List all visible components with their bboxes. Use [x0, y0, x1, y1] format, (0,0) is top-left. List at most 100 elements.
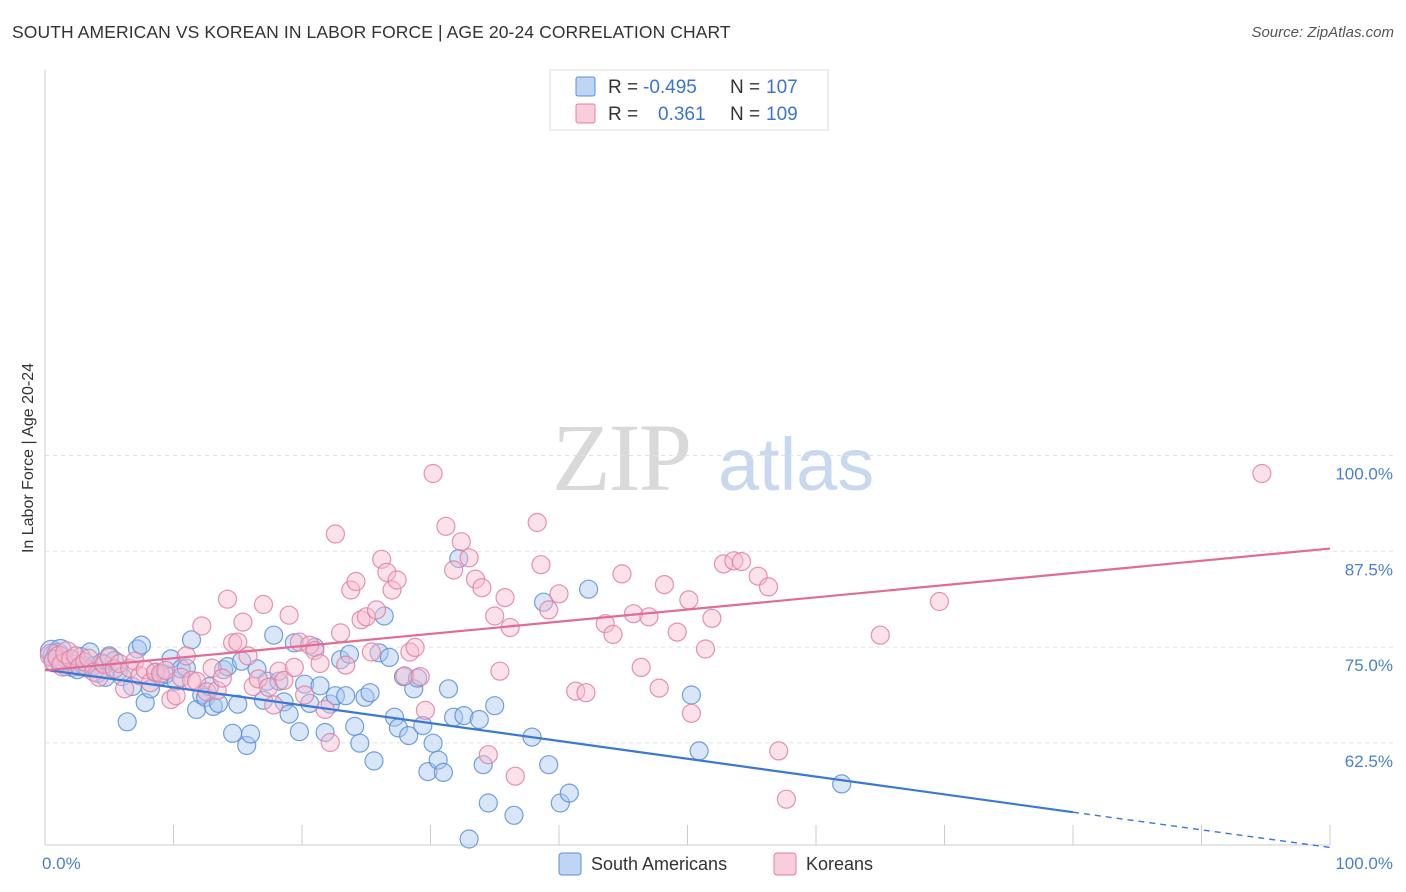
x-ticks — [173, 825, 1331, 845]
data-point-south-americans — [241, 724, 261, 744]
data-point-koreans — [702, 608, 722, 628]
data-point-koreans — [681, 703, 702, 723]
data-point-south-americans — [379, 647, 399, 668]
trend-line-south-americans — [44, 668, 1074, 814]
data-point-koreans — [436, 516, 456, 536]
data-point-south-americans — [350, 733, 370, 753]
data-point-south-americans — [315, 722, 335, 743]
data-point-koreans — [253, 594, 274, 615]
data-point-south-americans — [364, 751, 384, 771]
data-point-koreans — [387, 570, 407, 590]
data-point-south-americans — [423, 733, 443, 753]
data-point-koreans — [444, 560, 464, 580]
data-point-koreans — [485, 606, 505, 626]
data-point-koreans — [310, 653, 330, 674]
data-point-south-americans — [449, 548, 469, 569]
data-point-south-americans — [217, 656, 238, 677]
data-point-south-americans — [459, 829, 479, 849]
data-point-koreans — [505, 766, 525, 786]
data-point-koreans — [233, 612, 253, 632]
data-point-south-americans — [369, 643, 389, 663]
data-point-koreans — [356, 607, 376, 627]
bottom-legend-swatch-koreans — [773, 852, 797, 876]
data-point-koreans — [202, 658, 222, 678]
data-point-south-americans — [404, 679, 424, 699]
data-point-south-americans — [131, 635, 151, 655]
series-legend: South Americans Koreans — [558, 852, 873, 876]
y-tick-label: 100.0% — [1335, 464, 1393, 483]
data-point-koreans — [654, 574, 675, 595]
correlation-legend: R = -0.495 N = 107 R = 0.361 N = 109 — [549, 69, 829, 131]
data-point-koreans — [166, 686, 186, 706]
data-point-south-americans — [438, 679, 459, 699]
data-point-south-americans — [264, 625, 284, 645]
data-point-south-americans — [269, 671, 289, 691]
data-point-south-americans — [539, 755, 559, 775]
data-point-koreans — [731, 551, 752, 572]
data-point-koreans — [679, 590, 699, 610]
data-point-koreans — [284, 657, 304, 678]
data-point-south-americans — [681, 685, 702, 705]
data-point-south-americans — [559, 783, 579, 803]
data-point-koreans — [212, 668, 232, 688]
data-point-south-americans — [223, 723, 243, 743]
legend-r-value-2: 0.361 — [658, 104, 706, 125]
data-point-koreans — [336, 655, 356, 675]
data-point-koreans — [351, 610, 371, 630]
data-point-koreans — [576, 683, 596, 703]
data-point-koreans — [495, 587, 515, 608]
data-point-koreans — [395, 666, 415, 686]
data-point-south-americans — [228, 694, 248, 714]
data-point-koreans — [279, 605, 299, 625]
data-point-south-americans — [832, 774, 852, 794]
watermark-zip: ZIP — [552, 404, 690, 511]
legend-swatch-south-americans — [575, 76, 596, 97]
data-point-south-americans — [578, 579, 599, 599]
x-tick-label-min: 0.0% — [42, 854, 81, 873]
data-point-south-americans — [336, 686, 356, 706]
data-point-koreans — [382, 580, 402, 600]
data-point-koreans — [320, 732, 340, 753]
data-point-koreans — [269, 661, 289, 681]
source-label: Source: ZipAtlas.com — [1251, 24, 1394, 41]
data-point-koreans — [366, 600, 387, 620]
data-point-koreans — [631, 657, 651, 678]
data-point-south-americans — [399, 725, 419, 746]
data-point-south-americans — [454, 705, 474, 726]
data-point-koreans — [151, 663, 171, 684]
data-point-koreans — [325, 524, 345, 544]
data-point-koreans — [478, 745, 498, 765]
data-point-south-americans — [473, 755, 493, 775]
data-point-south-americans — [117, 712, 137, 732]
data-point-koreans — [603, 624, 623, 645]
data-point-koreans — [776, 789, 797, 809]
data-point-koreans — [490, 661, 510, 681]
data-point-koreans — [264, 695, 284, 715]
data-point-south-americans — [360, 683, 380, 703]
data-point-koreans — [451, 532, 471, 552]
data-point-koreans — [415, 700, 435, 720]
data-point-south-americans — [331, 650, 351, 670]
bottom-legend-label-south-americans: South Americans — [591, 854, 727, 874]
data-point-south-americans — [289, 722, 309, 742]
legend-box — [549, 69, 829, 131]
data-point-koreans — [405, 637, 425, 658]
data-point-south-americans — [237, 735, 257, 756]
legend-r-label-2: R = — [608, 104, 638, 125]
data-point-south-americans — [310, 676, 330, 696]
bottom-legend-swatch-south-americans — [558, 852, 582, 876]
data-point-koreans — [612, 564, 632, 584]
data-point-koreans — [549, 584, 569, 604]
data-point-koreans — [1252, 463, 1272, 484]
data-point-koreans — [361, 642, 381, 662]
y-tick-label: 87.5% — [1345, 560, 1393, 579]
y-axis-title: In Labor Force | Age 20-24 — [20, 363, 37, 553]
chart-title: SOUTH AMERICAN VS KOREAN IN LABOR FORCE … — [12, 22, 731, 42]
data-point-koreans — [667, 622, 687, 642]
data-point-koreans — [769, 741, 789, 761]
watermark-atlas: atlas — [718, 423, 874, 506]
data-point-south-americans — [428, 750, 448, 770]
data-point-koreans — [472, 578, 492, 598]
trend-line-koreans — [44, 547, 1331, 672]
data-point-south-americans — [393, 666, 414, 687]
